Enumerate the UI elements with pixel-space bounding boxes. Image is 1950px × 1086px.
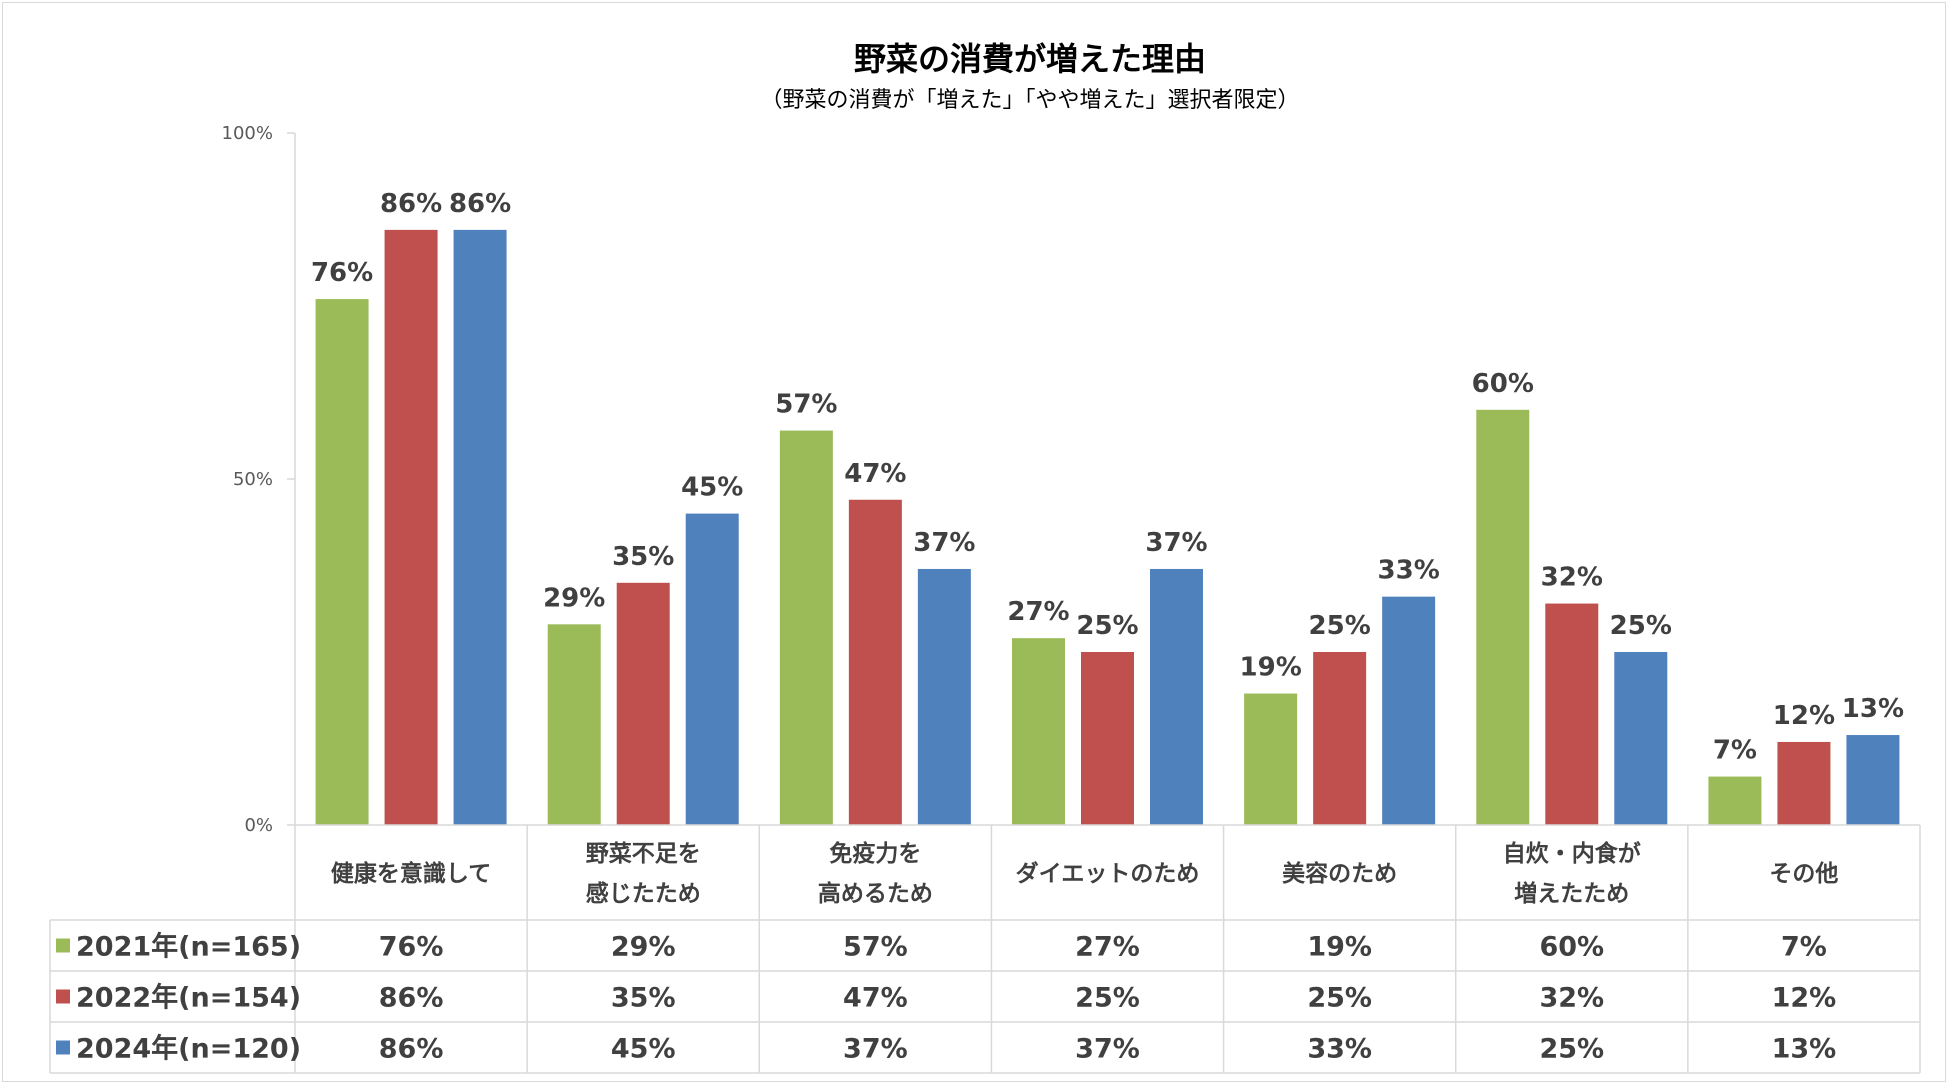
y-tick-label: 50% bbox=[233, 469, 273, 490]
category-label: 免疫力を bbox=[829, 840, 921, 867]
data-label: 27% bbox=[1007, 597, 1069, 627]
category-label: 美容のため bbox=[1282, 860, 1397, 887]
table-cell: 29% bbox=[611, 932, 676, 963]
data-label: 37% bbox=[913, 528, 975, 558]
table-cell: 25% bbox=[1307, 983, 1372, 1014]
data-label: 60% bbox=[1472, 369, 1534, 399]
bar bbox=[1614, 652, 1668, 825]
chart-subtitle: （野菜の消費が「増えた」「やや増えた」選択者限定） bbox=[760, 88, 1299, 113]
table-cell: 19% bbox=[1307, 932, 1372, 963]
table-cell: 37% bbox=[843, 1034, 908, 1065]
table-cell: 27% bbox=[1075, 932, 1140, 963]
bar bbox=[1476, 409, 1530, 825]
bar bbox=[685, 513, 739, 825]
legend-label: 2024年(n=120) bbox=[76, 1033, 301, 1065]
data-label: 86% bbox=[449, 189, 511, 219]
data-label: 37% bbox=[1145, 528, 1207, 558]
category-label: 野菜不足を bbox=[586, 841, 701, 867]
category-label: 高めるため bbox=[818, 880, 933, 907]
table-cell: 86% bbox=[379, 983, 444, 1014]
category-label: 自炊・内食が bbox=[1503, 840, 1641, 867]
data-label: 47% bbox=[844, 459, 906, 489]
data-label: 13% bbox=[1842, 694, 1904, 724]
legend-swatch bbox=[56, 938, 70, 953]
data-label: 25% bbox=[1309, 611, 1371, 641]
data-label: 25% bbox=[1076, 611, 1138, 641]
legend-swatch bbox=[56, 1040, 70, 1055]
data-label: 29% bbox=[543, 583, 605, 613]
bar bbox=[1708, 776, 1762, 825]
data-label: 7% bbox=[1713, 736, 1757, 766]
table-cell: 45% bbox=[611, 1034, 676, 1065]
bar bbox=[779, 430, 833, 825]
data-label: 19% bbox=[1240, 653, 1302, 683]
bars bbox=[315, 229, 1900, 826]
table-cell: 76% bbox=[379, 932, 444, 963]
table-cell: 60% bbox=[1539, 932, 1604, 963]
bar bbox=[547, 624, 601, 825]
bar bbox=[1846, 735, 1900, 825]
data-label: 86% bbox=[380, 189, 442, 219]
bar bbox=[1244, 693, 1298, 825]
category-label: ダイエットのため bbox=[1016, 860, 1200, 887]
table-cell: 7% bbox=[1781, 932, 1827, 963]
bar bbox=[1081, 652, 1134, 825]
bar bbox=[1382, 596, 1436, 825]
table-cell: 25% bbox=[1075, 983, 1140, 1014]
legend-label: 2021年(n=165) bbox=[76, 931, 301, 963]
legend-swatch bbox=[56, 989, 70, 1004]
table-cell: 47% bbox=[843, 983, 908, 1014]
legend-label: 2022年(n=154) bbox=[76, 982, 301, 1014]
data-label: 33% bbox=[1378, 556, 1440, 586]
chart-title: 野菜の消費が増えた理由 bbox=[854, 40, 1206, 78]
data-label: 76% bbox=[311, 258, 373, 288]
category-label: その他 bbox=[1769, 861, 1838, 887]
y-axis: 0% 50% 100% bbox=[222, 123, 296, 836]
data-label: 32% bbox=[1541, 563, 1603, 593]
table-cell: 33% bbox=[1307, 1034, 1372, 1065]
data-label: 57% bbox=[775, 390, 837, 420]
bar bbox=[453, 229, 507, 825]
bar bbox=[1150, 568, 1203, 825]
data-labels: 76%86% 86%29%35%45%57%47%37%27% 25%37%19%2… bbox=[311, 189, 1904, 766]
table-cell: 32% bbox=[1539, 983, 1604, 1014]
category-label: 健康を意識して bbox=[331, 860, 491, 887]
category-label: 増えたため bbox=[1514, 880, 1629, 907]
bar bbox=[1777, 741, 1831, 825]
data-label: 45% bbox=[681, 473, 743, 503]
data-label: 25% bbox=[1610, 611, 1672, 641]
data-label: 35% bbox=[612, 542, 674, 572]
bar bbox=[1313, 652, 1367, 825]
bar bbox=[917, 568, 971, 825]
table-cell: 12% bbox=[1772, 983, 1837, 1014]
bar bbox=[1012, 638, 1065, 825]
table-cell: 86% bbox=[379, 1034, 444, 1065]
table-cell: 25% bbox=[1539, 1034, 1604, 1065]
bar bbox=[848, 499, 902, 825]
y-tick-label: 100% bbox=[222, 123, 273, 144]
table-cell: 57% bbox=[843, 932, 908, 963]
y-tick-label: 0% bbox=[244, 815, 273, 836]
category-label: 感じたため bbox=[586, 880, 701, 907]
bar bbox=[315, 299, 369, 826]
bar bbox=[1545, 603, 1599, 825]
table-cell: 13% bbox=[1772, 1034, 1837, 1065]
data-label: 12% bbox=[1773, 701, 1835, 731]
bar bbox=[384, 229, 438, 825]
table-cell: 35% bbox=[611, 983, 676, 1014]
bar bbox=[616, 582, 670, 825]
table-cell: 37% bbox=[1075, 1034, 1140, 1065]
